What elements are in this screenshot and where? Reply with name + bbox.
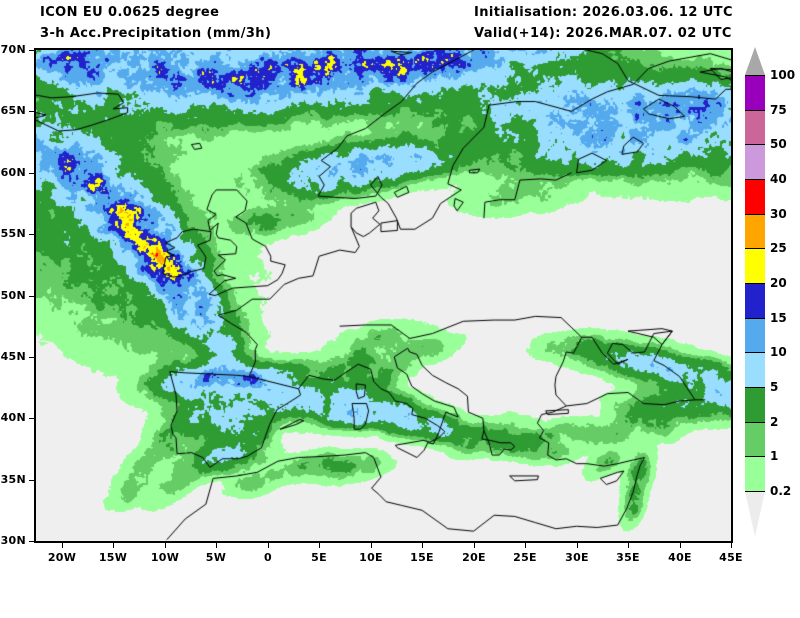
x-axis-tick	[680, 543, 681, 548]
x-axis-label: 20E	[462, 551, 486, 564]
colorbar-tick	[745, 352, 765, 354]
x-axis-tick	[165, 543, 166, 548]
colorbar-label: 1	[770, 449, 779, 464]
colorbar-tick	[745, 317, 765, 319]
x-axis-label: 35E	[616, 551, 640, 564]
x-axis-label: 10W	[150, 551, 180, 564]
y-axis-label: 70N	[0, 43, 26, 56]
colorbar-band	[745, 144, 765, 179]
y-axis-tick	[29, 418, 34, 419]
map-plot-area	[34, 48, 733, 543]
x-axis-tick	[628, 543, 629, 548]
colorbar-band	[745, 109, 765, 145]
y-axis-label: 50N	[0, 289, 26, 302]
y-axis-tick	[29, 234, 34, 235]
colorbar-tick	[745, 179, 765, 180]
chart-header: ICON EU 0.0625 degree 3-h Acc.Precipitat…	[0, 0, 800, 46]
colorbar-over-arrow	[745, 47, 765, 75]
colorbar-tick	[745, 421, 765, 423]
x-axis-tick	[216, 543, 217, 548]
x-axis-tick	[319, 543, 320, 548]
colorbar-band	[745, 75, 765, 110]
x-axis-tick	[731, 543, 732, 548]
colorbar-label: 15	[770, 310, 787, 325]
colorbar-label: 20	[770, 276, 787, 290]
x-axis-tick	[371, 543, 372, 548]
x-axis-tick	[62, 543, 63, 548]
x-axis-label: 5E	[311, 551, 327, 564]
colorbar-band	[745, 421, 765, 457]
colorbar-tick	[745, 248, 765, 250]
x-axis-tick	[525, 543, 526, 548]
y-axis-tick	[29, 111, 34, 112]
colorbar-label: 25	[770, 241, 787, 256]
x-axis-label: 5W	[205, 551, 227, 564]
y-axis-label: 60N	[0, 166, 26, 179]
y-axis-label: 35N	[0, 473, 26, 486]
x-axis-label: 0	[264, 551, 272, 564]
colorbar-label: 40	[770, 172, 787, 186]
colorbar-band	[745, 352, 765, 387]
colorbar-band	[745, 456, 765, 491]
x-axis-tick	[268, 543, 269, 548]
colorbar-label: 10	[770, 345, 787, 360]
colorbar-label: 100	[770, 68, 796, 82]
colorbar-tick	[745, 75, 765, 76]
colorbar-tick	[745, 144, 765, 146]
colorbar-tick	[745, 109, 765, 111]
x-axis-tick	[577, 543, 578, 548]
x-axis-tick	[113, 543, 114, 548]
colorbar-label: 50	[770, 137, 787, 152]
initialisation-time: Initialisation: 2026.03.06. 12 UTC	[474, 5, 733, 20]
colorbar-tick	[745, 387, 765, 388]
colorbar-label: 30	[770, 206, 787, 221]
colorbar-label: 0.2	[770, 484, 792, 498]
x-axis-label: 10E	[359, 551, 383, 564]
model-title: ICON EU 0.0625 degree	[40, 5, 220, 20]
y-axis-tick	[29, 480, 34, 481]
colorbar-label: 2	[770, 414, 779, 429]
x-axis-tick	[474, 543, 475, 548]
colorbar-label: 75	[770, 102, 787, 117]
x-axis-label: 45E	[719, 551, 743, 564]
x-axis-label: 30E	[565, 551, 589, 564]
colorbar-tick	[745, 491, 765, 492]
colorbar-band	[745, 387, 765, 422]
y-axis-tick	[29, 541, 34, 542]
x-axis-label: 20W	[47, 551, 77, 564]
y-axis-label: 30N	[0, 534, 26, 547]
x-axis-label: 40E	[668, 551, 692, 564]
colorbar-tick	[745, 283, 765, 284]
y-axis-label: 45N	[0, 350, 26, 363]
colorbar: 0.2 1 2 5 10 15 20 25 30 40 50 75 100	[745, 47, 795, 537]
colorbar-label: 5	[770, 380, 779, 394]
valid-time: Valid(+14): 2026.MAR.07. 02 UTC	[474, 26, 732, 41]
colorbar-tick	[745, 213, 765, 215]
colorbar-under-arrow	[745, 491, 765, 537]
colorbar-band	[745, 283, 765, 318]
x-axis-label: 15W	[98, 551, 128, 564]
colorbar-outline	[745, 75, 765, 491]
colorbar-band	[745, 179, 765, 214]
x-axis-tick	[422, 543, 423, 548]
colorbar-tick	[745, 456, 765, 458]
colorbar-band	[745, 317, 765, 353]
y-axis-tick	[29, 357, 34, 358]
y-axis-tick	[29, 50, 34, 51]
y-axis-label: 40N	[0, 411, 26, 424]
y-axis-label: 65N	[0, 104, 26, 117]
y-axis-tick	[29, 173, 34, 174]
y-axis-tick	[29, 296, 34, 297]
colorbar-band	[745, 248, 765, 283]
colorbar-band	[745, 213, 765, 249]
y-axis-label: 55N	[0, 227, 26, 240]
precipitation-field	[36, 50, 731, 541]
field-title: 3-h Acc.Precipitation (mm/3h)	[40, 26, 272, 41]
x-axis-label: 25E	[513, 551, 537, 564]
x-axis-label: 15E	[410, 551, 434, 564]
